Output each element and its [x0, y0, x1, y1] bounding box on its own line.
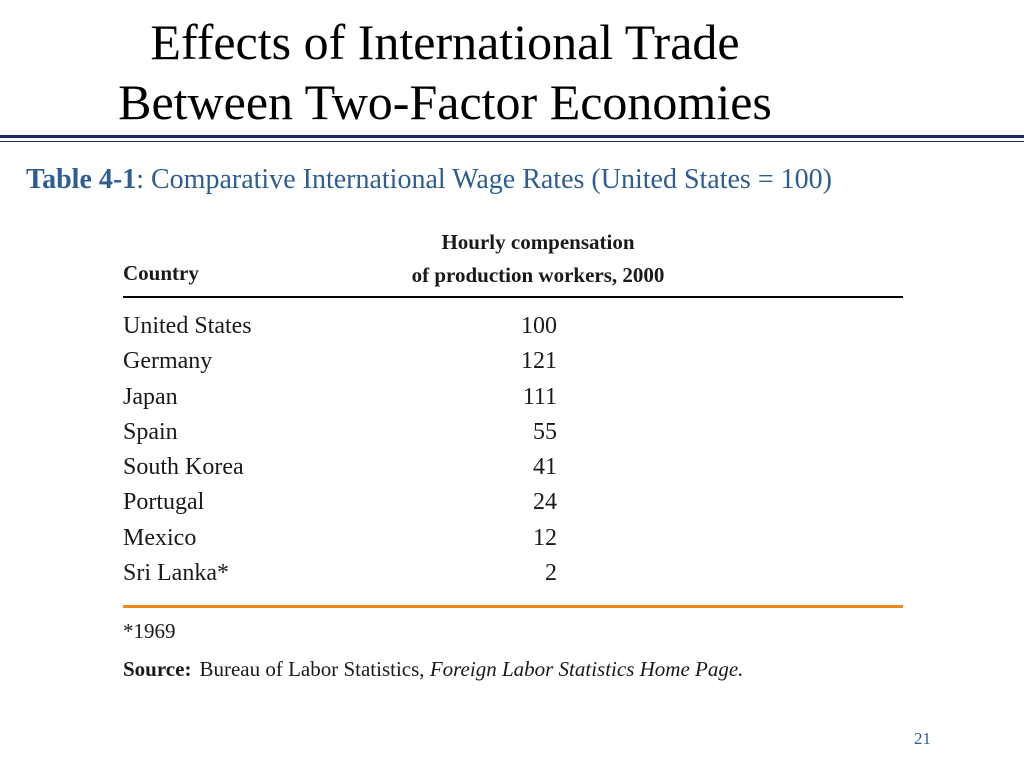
- source-publication: Foreign Labor Statistics Home Page.: [429, 657, 744, 681]
- slide-title-line-2: Between Two-Factor Economies: [118, 74, 772, 130]
- source-label: Source:: [123, 657, 192, 681]
- source-text: Bureau of Labor Statistics,: [199, 657, 430, 681]
- table-source: Source: Bureau of Labor Statistics, Forei…: [123, 657, 743, 682]
- table-caption: Table 4-1: Comparative International Wag…: [26, 164, 832, 196]
- header-rule: [123, 296, 903, 298]
- table-row: Germany 121: [123, 346, 903, 381]
- value-cell: 111: [522, 383, 557, 410]
- country-cell: United States: [123, 313, 252, 339]
- header-country: Country: [123, 261, 199, 285]
- table-row: Japan 111: [123, 382, 903, 417]
- table-header: Country Hourly compensation of productio…: [123, 224, 903, 290]
- value-cell: 24: [533, 489, 557, 516]
- title-divider-thin: [0, 141, 1024, 142]
- table-row: Spain 55: [123, 417, 903, 452]
- slide-title-line-1: Effects of International Trade: [150, 14, 740, 70]
- country-cell: Germany: [123, 348, 213, 375]
- value-cell: 41: [533, 454, 557, 481]
- value-cell: 121: [521, 348, 557, 375]
- table-row: Portugal 24: [123, 487, 903, 522]
- slide-title: Effects of International Trade Between T…: [0, 12, 890, 132]
- table-row: South Korea 41: [123, 452, 903, 487]
- country-cell: Spain: [123, 418, 178, 445]
- header-compensation-line-2: of production workers, 2000: [411, 263, 665, 287]
- country-cell: Sri Lanka*: [123, 560, 229, 587]
- value-cell: 100: [521, 313, 557, 339]
- table-row: Sri Lanka* 2: [123, 558, 903, 593]
- table-body: United States 100 Germany 121 Japan 111 …: [123, 311, 903, 593]
- country-cell: Japan: [123, 383, 178, 410]
- table-caption-label: Table 4-1: [26, 164, 137, 195]
- table-row: United States 100: [123, 311, 903, 346]
- value-cell: 2: [545, 560, 557, 587]
- table-row: Mexico 12: [123, 523, 903, 558]
- header-compensation-line-1: Hourly compensation: [441, 230, 635, 254]
- table-footnote: *1969: [123, 619, 176, 643]
- country-cell: South Korea: [123, 454, 244, 481]
- table-bottom-rule: [123, 605, 903, 608]
- header-compensation: Hourly compensation of production worker…: [373, 226, 703, 292]
- value-cell: 55: [533, 418, 557, 445]
- title-divider-thick: [0, 135, 1024, 138]
- wage-table: Country Hourly compensation of productio…: [123, 224, 903, 586]
- page-number: 21: [914, 729, 931, 748]
- value-cell: 12: [533, 524, 557, 551]
- table-caption-text: : Comparative International Wage Rates (…: [136, 164, 832, 195]
- country-cell: Mexico: [123, 524, 197, 551]
- country-cell: Portugal: [123, 489, 205, 516]
